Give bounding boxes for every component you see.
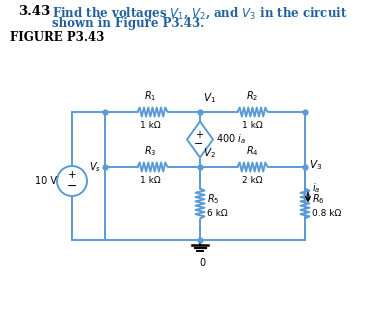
Text: Find the voltages $V_1$, $V_2$, and $V_3$ in the circuit: Find the voltages $V_1$, $V_2$, and $V_3… xyxy=(52,5,348,22)
Text: $V_2$: $V_2$ xyxy=(203,146,216,160)
Text: $R_3$: $R_3$ xyxy=(144,144,157,158)
Text: +: + xyxy=(195,129,203,140)
Text: $R_1$: $R_1$ xyxy=(144,89,157,103)
Text: 2 kΩ: 2 kΩ xyxy=(242,176,263,185)
Text: −: − xyxy=(194,140,204,149)
Text: $V_3$: $V_3$ xyxy=(309,158,322,172)
Text: 1 kΩ: 1 kΩ xyxy=(242,121,263,130)
Text: $R_4$: $R_4$ xyxy=(246,144,259,158)
Text: −: − xyxy=(67,180,77,192)
Text: shown in Figure P3.43.: shown in Figure P3.43. xyxy=(52,17,204,30)
Text: 1 kΩ: 1 kΩ xyxy=(140,176,161,185)
Text: 10 V: 10 V xyxy=(35,176,57,186)
Text: 0: 0 xyxy=(199,258,205,268)
Text: 1 kΩ: 1 kΩ xyxy=(140,121,161,130)
Text: 3.43: 3.43 xyxy=(18,5,50,18)
Text: $V_s$: $V_s$ xyxy=(89,160,101,174)
Text: +: + xyxy=(68,170,76,180)
Text: $R_5$: $R_5$ xyxy=(207,193,219,206)
Text: 0.8 kΩ: 0.8 kΩ xyxy=(312,210,341,218)
Text: $i_a$: $i_a$ xyxy=(312,182,320,195)
Text: 6 kΩ: 6 kΩ xyxy=(207,210,228,218)
Text: 400 $i_a$: 400 $i_a$ xyxy=(216,133,246,147)
Text: FIGURE P3.43: FIGURE P3.43 xyxy=(10,31,104,44)
Text: $R_2$: $R_2$ xyxy=(246,89,259,103)
Text: $R_6$: $R_6$ xyxy=(312,193,325,206)
Text: $V_1$: $V_1$ xyxy=(203,91,216,105)
